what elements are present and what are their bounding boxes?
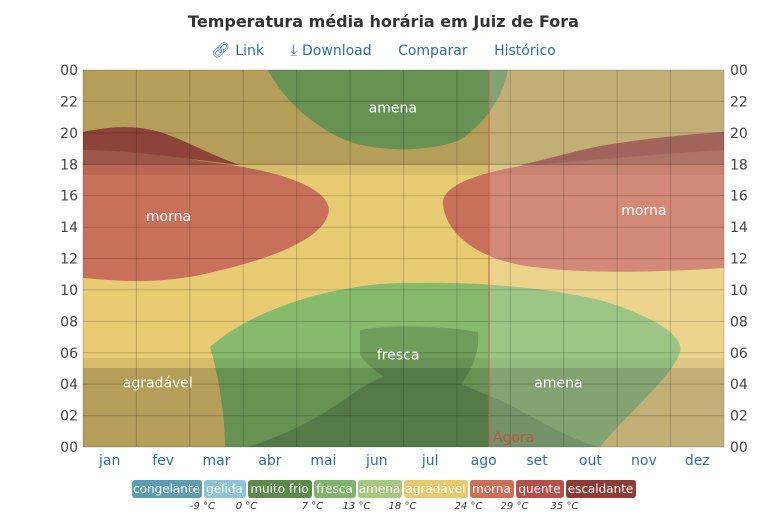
y-tick-label-left: 00	[60, 63, 78, 79]
band-labels: amena morna morna fresca agradável amena	[123, 101, 667, 392]
download-icon: ⤓	[290, 41, 298, 59]
x-tick-label[interactable]: out	[579, 453, 602, 469]
twilight-shade-top	[83, 165, 724, 175]
download-button[interactable]: ⤓ Download	[290, 41, 371, 59]
download-label: Download	[302, 43, 372, 59]
band-morna-right	[442, 138, 724, 272]
y-tick-label-left: 06	[60, 346, 78, 362]
x-tick-label[interactable]: dez	[685, 453, 710, 469]
x-tick-label[interactable]: set	[526, 453, 548, 469]
x-tick-label[interactable]: jul	[421, 453, 439, 469]
night-shade-top	[83, 70, 724, 165]
legend-temperature: 0 °C	[235, 501, 258, 512]
band-label: morna	[146, 209, 191, 225]
legend-temperature: 18 °C	[388, 501, 417, 512]
y-tick-label-left: 12	[60, 252, 78, 268]
legend-item[interactable]: gélida	[203, 480, 246, 498]
legend-temperature: 29 °C	[500, 501, 529, 512]
y-tick-label-left: 20	[60, 126, 78, 142]
grid	[82, 69, 725, 448]
band-fresca-bottom	[248, 371, 600, 447]
legend-temperature: 7 °C	[301, 501, 324, 512]
band-amena-top	[268, 70, 508, 150]
now-label: Agora	[493, 430, 534, 446]
page-title: Temperatura média horária em Juiz de For…	[188, 12, 579, 31]
night-shade-bottom	[83, 368, 724, 447]
x-tick-label[interactable]: jun	[365, 453, 388, 469]
legend-item[interactable]: escaldante	[565, 480, 636, 498]
temperature-heatmap: 00 02 04 06 08 10 12 14 16 18 20 22 00 00 02 04 06 08 10 1…	[60, 63, 748, 469]
y-axis-left: 00 02 04 06 08 10 12 14 16 18 20 22 00	[60, 63, 78, 456]
past-shade	[488, 70, 724, 447]
y-tick-label-right: 02	[730, 409, 748, 425]
legend-temperature: -9 °C	[189, 501, 216, 512]
legend-item[interactable]: congelante	[131, 480, 202, 498]
band-quente-left	[83, 127, 240, 165]
legend: congelante gélida muito frio fresca amena agr…	[0, 480, 767, 520]
x-tick-label[interactable]: ago	[471, 453, 497, 469]
history-button[interactable]: Histórico	[494, 43, 556, 59]
y-axis-right: 00 02 04 06 08 10 12 14 16 18 20 22 00	[730, 63, 748, 456]
y-tick-label-left: 18	[60, 157, 78, 173]
y-tick-label-right: 08	[730, 314, 748, 330]
legend-item[interactable]: agradável	[403, 480, 468, 498]
band-label: morna	[621, 203, 666, 219]
band-quente-right	[520, 132, 724, 165]
legend-temperature: 24 °C	[454, 501, 483, 512]
y-tick-label-right: 16	[730, 189, 748, 205]
band-label: amena	[534, 376, 582, 392]
y-tick-label-left: 16	[60, 189, 78, 205]
link-label: Link	[235, 43, 264, 59]
twilight-shade-bottom	[83, 358, 724, 368]
y-tick-label-left: 00	[60, 440, 78, 456]
y-tick-label-left: 14	[60, 220, 78, 236]
legend-item[interactable]: morna	[469, 480, 514, 498]
y-tick-label-right: 22	[730, 94, 748, 110]
y-tick-label-right: 04	[730, 377, 748, 393]
y-tick-label-right: 00	[730, 63, 748, 79]
x-tick-label[interactable]: mar	[203, 453, 231, 469]
y-tick-label-left: 02	[60, 409, 78, 425]
band-label: fresca	[377, 347, 420, 363]
band-label: amena	[369, 101, 417, 117]
link-button[interactable]: 🔗︎ Link	[211, 41, 264, 59]
x-tick-label[interactable]: nov	[631, 453, 657, 469]
legend-item[interactable]: muito frio	[247, 480, 312, 498]
x-axis: jan fev mar abr mai jun jul ago set out nov dez	[98, 453, 710, 469]
band-label: agradável	[123, 376, 193, 392]
legend-item[interactable]: fresca	[313, 480, 356, 498]
band-morna-left	[83, 144, 329, 282]
y-tick-label-left: 22	[60, 94, 78, 110]
y-tick-label-right: 06	[730, 346, 748, 362]
legend-item[interactable]: quente	[515, 480, 564, 498]
y-tick-label-right: 20	[730, 126, 748, 142]
toolbar: 🔗︎ Link ⤓ Download Comparar Histórico	[0, 41, 767, 59]
legend-temperature: 13 °C	[342, 501, 371, 512]
x-tick-label[interactable]: mai	[310, 453, 336, 469]
x-tick-label[interactable]: abr	[258, 453, 281, 469]
band-fresca-center	[360, 326, 479, 397]
y-tick-label-right: 12	[730, 252, 748, 268]
y-tick-label-right: 14	[730, 220, 748, 236]
legend-temperature: 35 °C	[550, 501, 579, 512]
link-icon: 🔗︎	[211, 41, 231, 59]
x-tick-label[interactable]: fev	[152, 453, 174, 469]
y-tick-label-left: 10	[60, 283, 78, 299]
y-tick-label-left: 08	[60, 314, 78, 330]
x-tick-label[interactable]: jan	[98, 453, 120, 469]
compare-button[interactable]: Comparar	[398, 43, 468, 59]
y-tick-label-left: 04	[60, 377, 78, 393]
y-tick-label-right: 00	[730, 440, 748, 456]
legend-item[interactable]: amena	[357, 480, 402, 498]
y-tick-label-right: 18	[730, 157, 748, 173]
y-tick-label-right: 10	[730, 283, 748, 299]
